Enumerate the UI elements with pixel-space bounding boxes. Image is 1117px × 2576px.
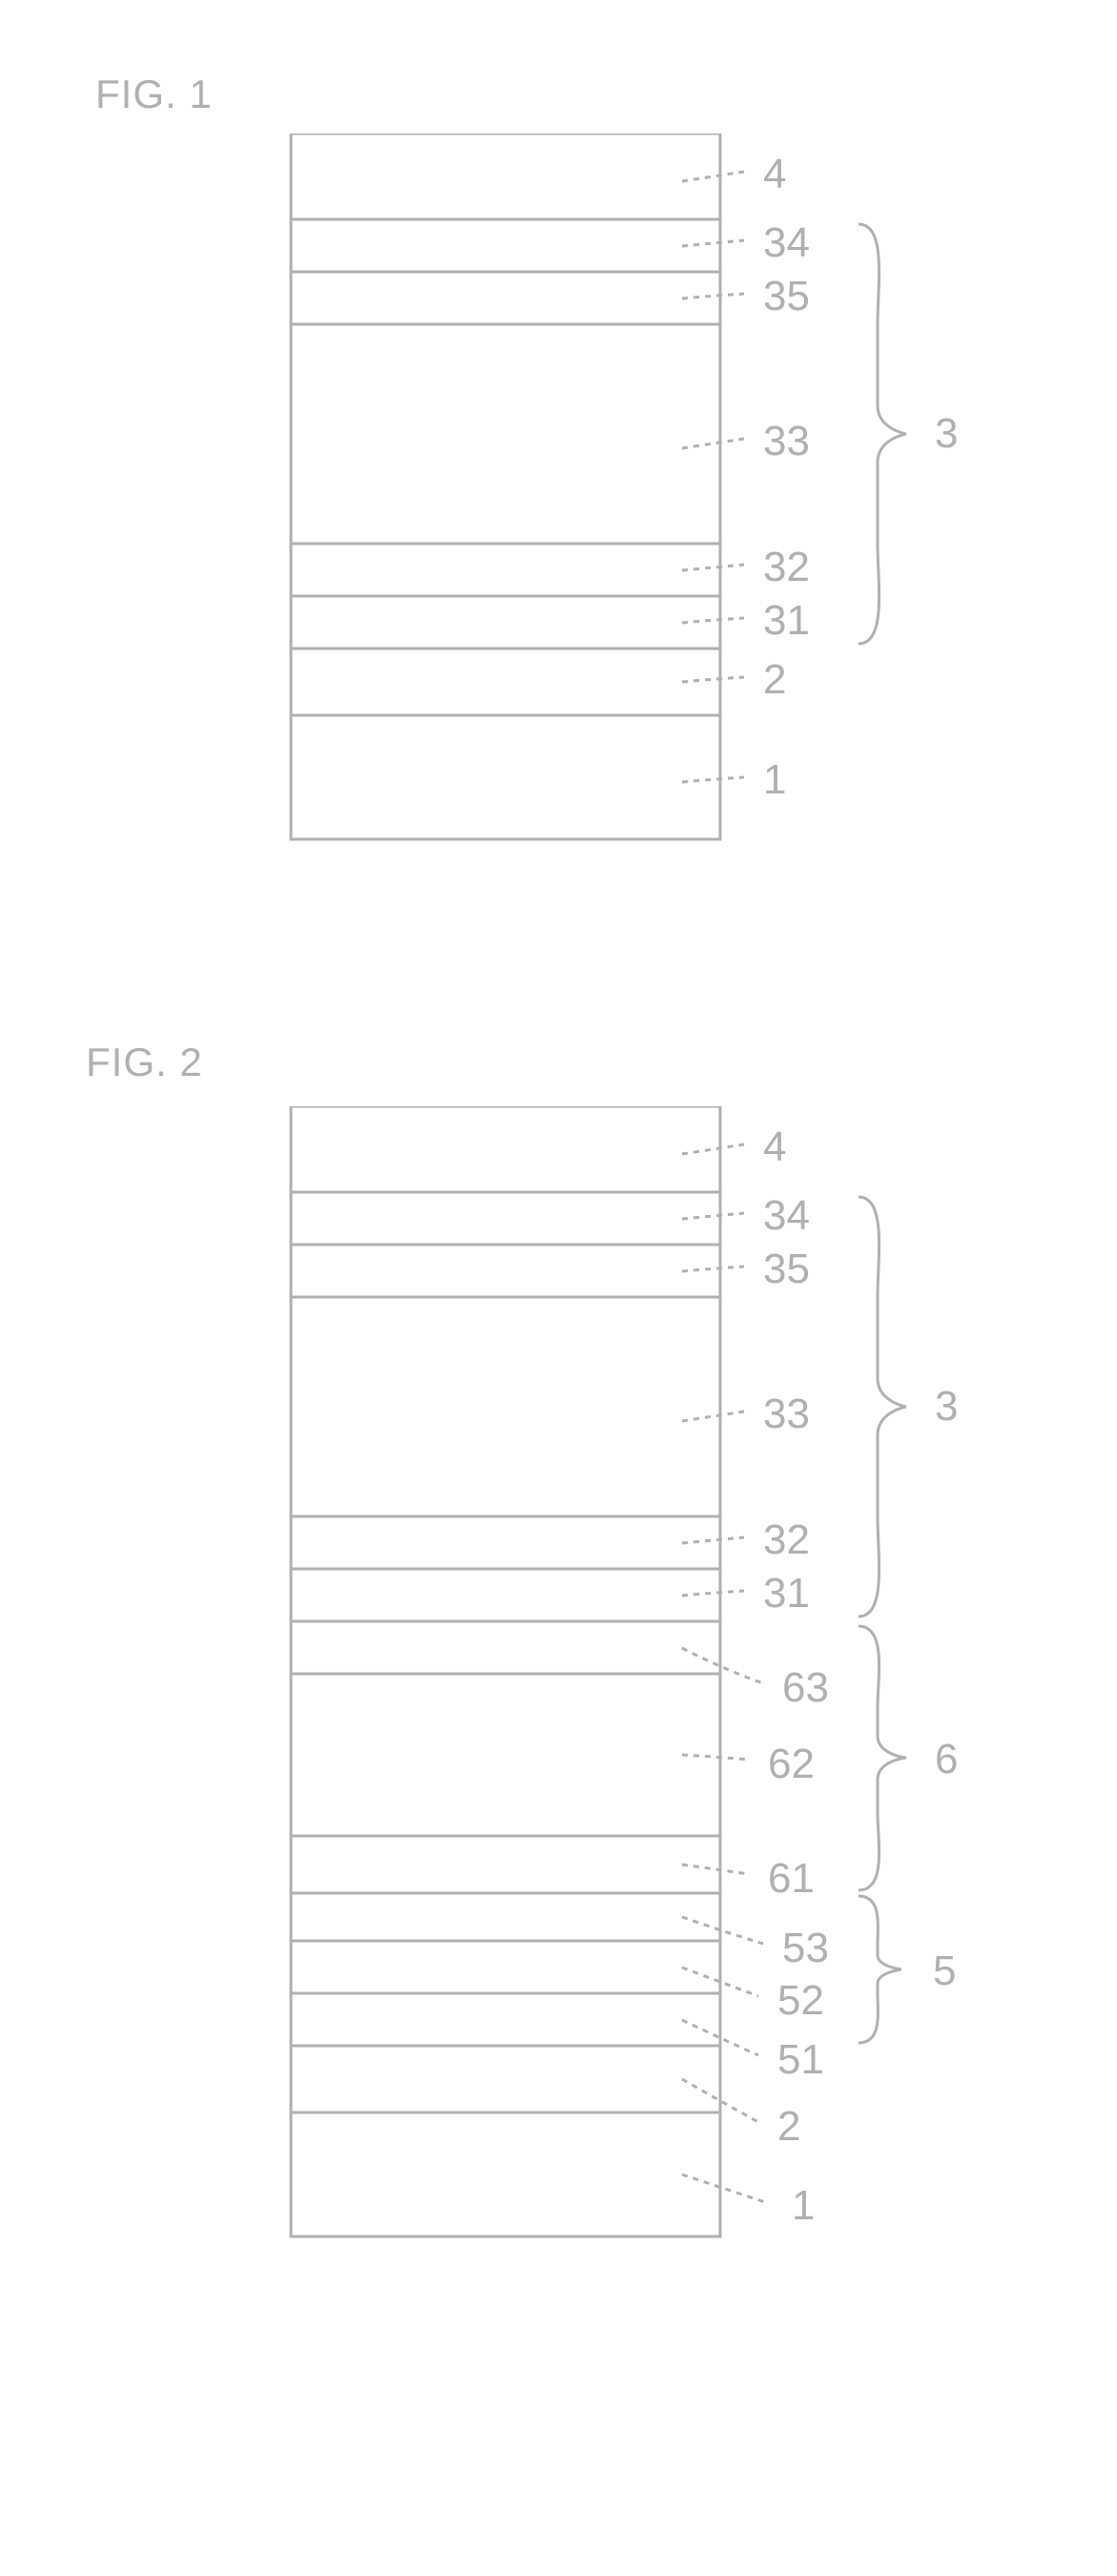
fig2-layer-34: [291, 1192, 720, 1245]
fig2-layer-1: [291, 2112, 720, 2236]
fig2-layer-35: [291, 1245, 720, 1297]
fig2-brace-5: [858, 1896, 901, 2043]
fig1-num-4: 4: [763, 151, 786, 198]
fig2-layer-32: [291, 1516, 720, 1569]
fig1-brace-num-3: 3: [935, 410, 958, 458]
fig1-num-35: 35: [763, 273, 810, 320]
fig2-layer-53: [291, 1893, 720, 1941]
fig2-num-63: 63: [782, 1664, 829, 1712]
leader: [682, 1865, 749, 1874]
fig2-brace-num-6: 6: [935, 1736, 958, 1783]
leader: [682, 618, 744, 623]
fig1-layer-1: [291, 715, 720, 839]
fig1-layer-2: [291, 649, 720, 715]
fig1-num-34: 34: [763, 219, 810, 267]
fig2-layer-51: [291, 1993, 720, 2046]
leader: [682, 565, 744, 570]
fig2-layer-52: [291, 1941, 720, 1993]
fig1-brace-3: [858, 224, 906, 644]
leader: [682, 1213, 744, 1219]
fig1-layer-33: [291, 324, 720, 544]
fig2-num-53: 53: [782, 1925, 829, 1972]
fig1-diagram: [267, 134, 1011, 944]
fig2-layer-63: [291, 1621, 720, 1674]
fig2-num-31: 31: [763, 1570, 810, 1618]
leader: [682, 1267, 744, 1271]
fig1-num-31: 31: [763, 597, 810, 645]
fig2-diagram: [267, 1106, 1011, 2489]
fig1-num-32: 32: [763, 544, 810, 591]
fig1-layer-32: [291, 544, 720, 596]
leader: [682, 2174, 768, 2203]
fig2-num-51: 51: [777, 2036, 824, 2084]
fig2-brace-6: [858, 1626, 906, 1890]
fig2-layer-61: [291, 1836, 720, 1893]
fig1-layers: [291, 134, 720, 839]
fig2-num-4: 4: [763, 1123, 786, 1171]
fig2-label: FIG. 2: [86, 1040, 203, 1085]
fig2-layers: [291, 1106, 720, 2236]
fig2-num-34: 34: [763, 1192, 810, 1240]
leader: [682, 1591, 744, 1596]
fig1-num-2: 2: [763, 656, 786, 704]
fig1-layer-35: [291, 272, 720, 324]
fig2-num-1: 1: [792, 2182, 815, 2230]
fig2-layer-2: [291, 2046, 720, 2112]
fig1-layer-34: [291, 219, 720, 272]
leader: [682, 677, 744, 682]
leader: [682, 1537, 744, 1543]
fig2-num-52: 52: [777, 1977, 824, 2025]
fig2-num-32: 32: [763, 1516, 810, 1564]
leader: [682, 1755, 749, 1760]
leader: [682, 1144, 744, 1154]
fig2-layer-31: [291, 1569, 720, 1621]
fig1-layer-31: [291, 596, 720, 649]
fig2-layer-62: [291, 1674, 720, 1836]
leader: [682, 777, 744, 782]
page: FIG. 1 4 34 35 33 32 3: [0, 0, 1117, 2576]
leader: [682, 172, 744, 181]
leader: [682, 1648, 763, 1683]
fig1-leaders: [682, 172, 744, 782]
leader: [682, 240, 744, 246]
fig1-layer-4: [291, 134, 720, 219]
fig1-label: FIG. 1: [95, 72, 213, 117]
fig2-num-61: 61: [768, 1855, 815, 1903]
fig2-brace-num-5: 5: [933, 1947, 956, 1995]
leader: [682, 294, 744, 299]
fig2-num-2: 2: [777, 2103, 800, 2151]
fig2-num-33: 33: [763, 1391, 810, 1438]
fig1-num-33: 33: [763, 418, 810, 465]
fig1-num-1: 1: [763, 756, 786, 804]
fig2-num-62: 62: [768, 1741, 815, 1788]
leader: [682, 439, 744, 448]
fig2-num-35: 35: [763, 1246, 810, 1293]
leader: [682, 1412, 744, 1421]
fig2-layer-33: [291, 1297, 720, 1516]
fig2-brace-3: [858, 1197, 906, 1617]
fig2-layer-4: [291, 1106, 720, 1192]
fig2-brace-num-3: 3: [935, 1383, 958, 1431]
